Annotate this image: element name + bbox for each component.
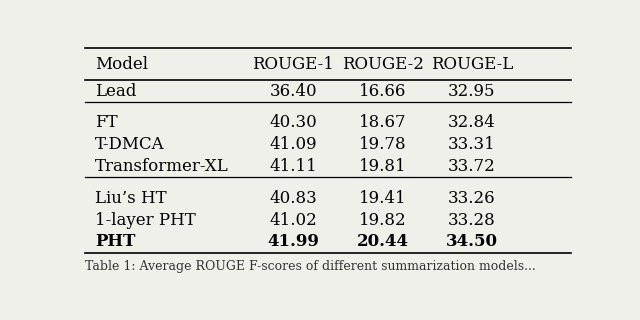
Text: 36.40: 36.40 (269, 83, 317, 100)
Text: 19.82: 19.82 (359, 212, 406, 228)
Text: 20.44: 20.44 (356, 233, 408, 250)
Text: 19.81: 19.81 (359, 158, 406, 175)
Text: 33.72: 33.72 (448, 158, 496, 175)
Text: 33.31: 33.31 (448, 136, 496, 153)
Text: 33.26: 33.26 (448, 190, 495, 207)
Text: ROUGE-1: ROUGE-1 (252, 56, 334, 73)
Text: 19.78: 19.78 (359, 136, 406, 153)
Text: 40.83: 40.83 (269, 190, 317, 207)
Text: 41.02: 41.02 (269, 212, 317, 228)
Text: 32.95: 32.95 (448, 83, 495, 100)
Text: 18.67: 18.67 (359, 114, 406, 132)
Text: 41.99: 41.99 (268, 233, 319, 250)
Text: 32.84: 32.84 (448, 114, 496, 132)
Text: PHT: PHT (95, 233, 135, 250)
Text: Table 1: Average ROUGE F-scores of different summarization models...: Table 1: Average ROUGE F-scores of diffe… (85, 260, 536, 273)
Text: ROUGE-2: ROUGE-2 (342, 56, 424, 73)
Text: 41.11: 41.11 (269, 158, 317, 175)
Text: ROUGE-L: ROUGE-L (431, 56, 513, 73)
Text: 1-layer PHT: 1-layer PHT (95, 212, 196, 228)
Text: 34.50: 34.50 (446, 233, 498, 250)
Text: 40.30: 40.30 (269, 114, 317, 132)
Text: FT: FT (95, 114, 118, 132)
Text: 41.09: 41.09 (269, 136, 317, 153)
Text: T-DMCA: T-DMCA (95, 136, 164, 153)
Text: 19.41: 19.41 (359, 190, 406, 207)
Text: Transformer-XL: Transformer-XL (95, 158, 228, 175)
Text: 33.28: 33.28 (448, 212, 496, 228)
Text: Model: Model (95, 56, 148, 73)
Text: Lead: Lead (95, 83, 136, 100)
Text: 16.66: 16.66 (359, 83, 406, 100)
Text: Liu’s HT: Liu’s HT (95, 190, 166, 207)
